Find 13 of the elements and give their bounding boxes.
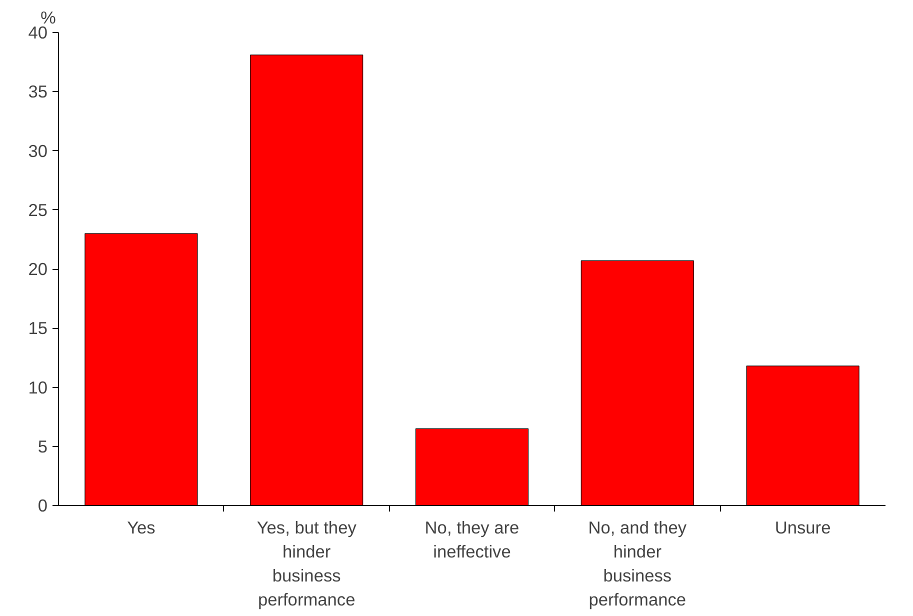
y-tick-label: 20 [28, 259, 48, 279]
x-tick-label: Unsure [774, 518, 831, 538]
y-tick-label: 10 [28, 377, 48, 398]
x-tick-label: Yes [127, 518, 156, 538]
x-tick-label: No, they are ineffective [424, 518, 520, 562]
y-tick-label: 5 [38, 436, 48, 456]
y-tick-label: 0 [38, 496, 48, 516]
y-tick-label: 30 [28, 140, 48, 161]
x-tick-label: No, and they hinder business performance [588, 518, 687, 610]
x-tick-label: Yes, but they hinder business performance [256, 518, 357, 610]
y-tick-label: 25 [28, 200, 48, 220]
y-tick-label: 35 [28, 82, 48, 102]
y-tick-label: 15 [28, 318, 48, 338]
